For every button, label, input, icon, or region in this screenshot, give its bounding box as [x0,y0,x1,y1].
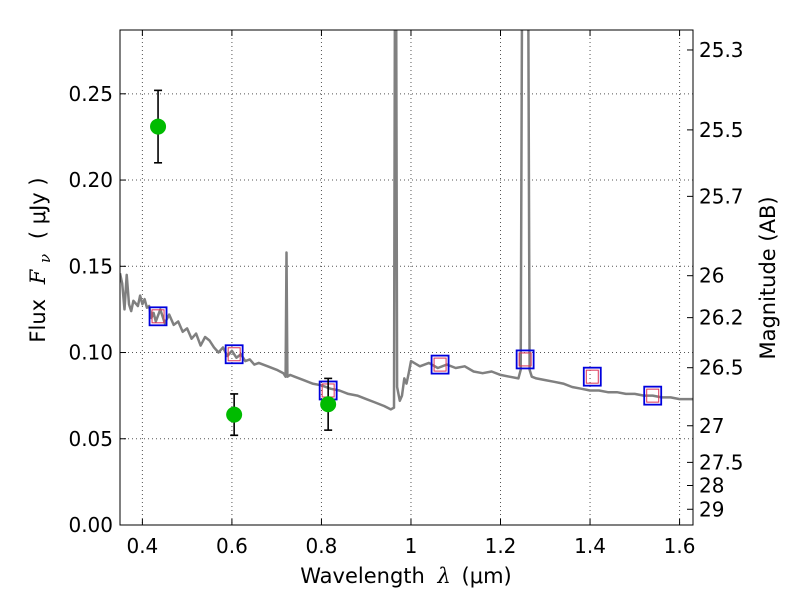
y-tick-label: 0.10 [68,341,113,365]
x-tick-label: 0.8 [306,534,338,558]
model-point-box [224,344,244,365]
x-tick-label: 1 [405,534,418,558]
y-axis-label-subscript: ν [36,254,54,263]
x-tick-label: 1.4 [574,534,606,558]
y2-tick-label: 28 [699,473,724,497]
model-point-inner [433,357,447,372]
x-axis-label-prefix: Wavelength [300,564,425,588]
y-axis-label-unit: ( μJy ) [26,177,50,239]
sed-curve [120,30,693,411]
y-tick-label: 0.15 [68,254,113,278]
model-point-inner [227,347,241,362]
y2-tick-label: 27 [699,414,724,438]
model-point-inner [518,352,532,367]
model-point-inner [585,369,599,384]
y-tick-label: 0.00 [68,513,113,537]
model-point-box [148,306,168,327]
y-axis-label-prefix: Flux [26,299,50,343]
y-tick-label: 0.05 [68,427,113,451]
y-axis-label-symbol: F [26,268,50,285]
x-tick-label: 0.4 [126,534,158,558]
grid-lines [120,30,693,525]
model-point-box [582,366,602,387]
y-tick-label: 0.25 [68,82,113,106]
model-point-inner [646,388,660,403]
observed-point [226,406,243,423]
y2-tick-label: 25.7 [699,184,744,208]
x-axis-label-symbol: λ [437,564,451,588]
y-tick-label: 0.20 [68,168,113,192]
y2-tick-label: 25.3 [699,38,744,62]
y2-tick-label: 27.5 [699,450,744,474]
model-point-box [643,385,663,406]
x-tick-label: 0.6 [216,534,248,558]
y2-tick-label: 25.5 [699,118,744,142]
plot-frame [119,29,694,526]
tick-labels: 0.4 0.6 0.8 1 1.2 1.4 1.6 0.00 0.05 0.10 0.15 0.20 0… [68,38,743,558]
model-point-box [515,349,535,370]
observed-points-layer [150,89,337,437]
axis-ticks [120,30,693,526]
y-axis-label: Flux F ν ( μJy ) [26,177,55,342]
y2-axis-label: Magnitude (AB) [756,196,780,359]
sed-curve-layer [120,30,693,411]
y2-tick-label: 26.2 [699,306,744,330]
y2-tick-label: 26 [699,264,724,288]
model-point-inner [151,309,165,324]
observed-point [150,118,167,135]
x-axis-label: Wavelength λ (μm) [300,564,511,588]
y2-tick-label: 29 [699,497,724,521]
y2-tick-label: 26.5 [699,356,744,380]
x-axis-label-unit: (μm) [462,564,512,588]
x-tick-label: 1.2 [485,534,517,558]
model-point-box [430,354,450,375]
x-tick-label: 1.6 [664,534,696,558]
observed-point [320,396,337,413]
